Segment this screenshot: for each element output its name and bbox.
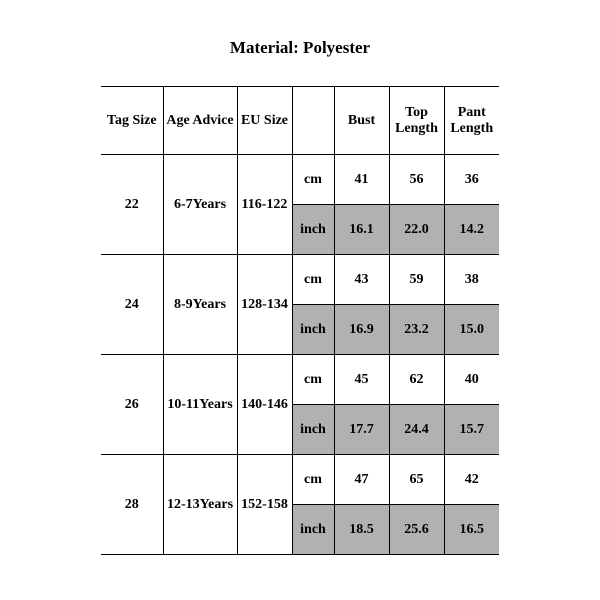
cell-eu: 140-146 (237, 355, 292, 455)
col-top-length: Top Length (389, 87, 444, 155)
cell-pant-cm: 38 (444, 255, 499, 305)
cell-bust-inch: 18.5 (334, 505, 389, 555)
cell-eu: 152-158 (237, 455, 292, 555)
cell-age: 8-9Years (163, 255, 237, 355)
size-table: Tag Size Age Advice EU Size Bust Top Len… (101, 86, 499, 555)
cell-top-cm: 59 (389, 255, 444, 305)
table-row: 28 12-13Years 152-158 cm 47 65 42 (101, 455, 499, 505)
cell-tag: 22 (101, 155, 163, 255)
cell-top-cm: 62 (389, 355, 444, 405)
cell-pant-cm: 36 (444, 155, 499, 205)
cell-unit-inch: inch (292, 405, 334, 455)
cell-pant-cm: 42 (444, 455, 499, 505)
cell-tag: 28 (101, 455, 163, 555)
cell-bust-cm: 47 (334, 455, 389, 505)
cell-pant-cm: 40 (444, 355, 499, 405)
cell-top-cm: 56 (389, 155, 444, 205)
cell-pant-inch: 15.7 (444, 405, 499, 455)
cell-top-inch: 23.2 (389, 305, 444, 355)
cell-eu: 128-134 (237, 255, 292, 355)
cell-bust-cm: 45 (334, 355, 389, 405)
cell-top-inch: 24.4 (389, 405, 444, 455)
cell-unit-inch: inch (292, 205, 334, 255)
cell-tag: 24 (101, 255, 163, 355)
cell-bust-inch: 17.7 (334, 405, 389, 455)
cell-unit-inch: inch (292, 305, 334, 355)
cell-top-inch: 25.6 (389, 505, 444, 555)
cell-age: 6-7Years (163, 155, 237, 255)
col-bust: Bust (334, 87, 389, 155)
table-header-row: Tag Size Age Advice EU Size Bust Top Len… (101, 87, 499, 155)
table-row: 26 10-11Years 140-146 cm 45 62 40 (101, 355, 499, 405)
col-eu-size: EU Size (237, 87, 292, 155)
table-body: 22 6-7Years 116-122 cm 41 56 36 inch 16.… (101, 155, 499, 555)
cell-tag: 26 (101, 355, 163, 455)
cell-top-inch: 22.0 (389, 205, 444, 255)
page: Material: Polyester Tag Size Age Advice … (0, 0, 600, 600)
cell-pant-inch: 15.0 (444, 305, 499, 355)
col-age-advice: Age Advice (163, 87, 237, 155)
cell-unit-cm: cm (292, 155, 334, 205)
cell-pant-inch: 16.5 (444, 505, 499, 555)
cell-unit-cm: cm (292, 355, 334, 405)
cell-pant-inch: 14.2 (444, 205, 499, 255)
cell-bust-inch: 16.9 (334, 305, 389, 355)
col-tag-size: Tag Size (101, 87, 163, 155)
cell-bust-inch: 16.1 (334, 205, 389, 255)
page-title: Material: Polyester (0, 0, 600, 86)
table-row: 22 6-7Years 116-122 cm 41 56 36 (101, 155, 499, 205)
cell-unit-cm: cm (292, 255, 334, 305)
cell-eu: 116-122 (237, 155, 292, 255)
cell-unit-cm: cm (292, 455, 334, 505)
cell-unit-inch: inch (292, 505, 334, 555)
col-pant-length: Pant Length (444, 87, 499, 155)
cell-bust-cm: 43 (334, 255, 389, 305)
cell-bust-cm: 41 (334, 155, 389, 205)
cell-age: 10-11Years (163, 355, 237, 455)
table-row: 24 8-9Years 128-134 cm 43 59 38 (101, 255, 499, 305)
col-unit (292, 87, 334, 155)
cell-top-cm: 65 (389, 455, 444, 505)
cell-age: 12-13Years (163, 455, 237, 555)
